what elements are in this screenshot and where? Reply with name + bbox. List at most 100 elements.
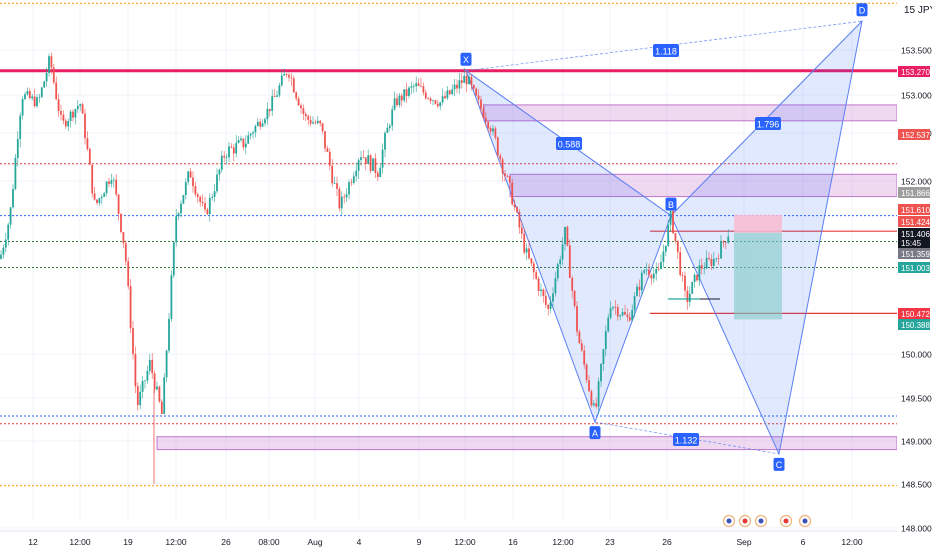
candle-body	[69, 111, 72, 122]
time-tick-label: 4	[357, 537, 362, 547]
candle-body	[220, 155, 223, 170]
candle-body	[192, 177, 194, 187]
candle-body	[436, 103, 439, 107]
candle-body	[139, 391, 142, 406]
candle-body	[96, 199, 98, 203]
candle-body	[160, 401, 163, 414]
price-tick-label: 148.000	[901, 523, 932, 533]
candle-body	[225, 157, 228, 158]
price-tick-label: 152.000	[901, 176, 932, 186]
price-tick-label: 149.500	[901, 393, 932, 403]
time-axis[interactable]: 12 12:00 19 12:00 26 08:00 Aug 4 9 12:00 16 12:00 23…	[0, 530, 897, 547]
pattern-point-d-badge	[856, 3, 868, 17]
price-badge	[898, 66, 930, 77]
flag-icon	[742, 518, 748, 524]
candle-body	[624, 312, 626, 315]
ratio-label: 0.588	[558, 139, 581, 149]
candle-body	[475, 88, 478, 96]
candle-body	[72, 111, 74, 118]
candle-body	[609, 308, 612, 318]
event-icons[interactable]	[722, 514, 812, 528]
candle-body	[638, 286, 641, 291]
price-badge	[898, 228, 930, 239]
candle-body	[357, 160, 360, 171]
candle-body	[98, 198, 101, 203]
time-tick-label: 9	[417, 537, 422, 547]
ratio-label: 1.118	[655, 46, 677, 56]
candle-body	[549, 301, 552, 309]
candle-body	[302, 108, 305, 114]
candle-body	[24, 94, 26, 100]
candle-body	[170, 275, 173, 319]
candle-body	[571, 277, 574, 291]
candle-body	[4, 239, 7, 248]
candle-body	[633, 295, 636, 310]
time-tick-label: 26	[662, 537, 672, 547]
candle-body	[669, 211, 672, 225]
candle-body	[360, 157, 362, 161]
candle-body	[696, 274, 698, 281]
candle-body	[60, 110, 62, 115]
candle-body	[362, 157, 365, 158]
candle-body	[151, 359, 154, 374]
price-axis[interactable]: 148.000 148.500 149.000 149.500 150.000 152.0…	[897, 0, 932, 550]
candle-body	[16, 138, 19, 158]
price-badge-label: 151.610	[901, 206, 930, 215]
price-badge	[898, 262, 930, 273]
flag-icon	[783, 518, 789, 524]
candle-body	[199, 196, 202, 202]
position-tool[interactable]	[668, 214, 782, 320]
candle-body	[129, 286, 132, 329]
candle-body	[448, 90, 451, 95]
candle-body	[374, 158, 377, 173]
candle-body	[432, 100, 434, 101]
candle-body	[252, 132, 254, 134]
price-badge-label: 152.537	[901, 131, 930, 140]
ratio-label: 1.796	[757, 119, 780, 129]
time-tick-label: 12	[28, 537, 38, 547]
price-badge-label: 151.406	[901, 230, 930, 239]
candle-body	[36, 97, 38, 107]
candle-body	[182, 195, 185, 204]
symbol-label: 15 JPY 0	[904, 5, 932, 16]
candle-body	[312, 122, 314, 124]
candle-body	[427, 98, 430, 99]
price-tick-label: 150.000	[901, 349, 932, 359]
pattern-point-a-badge	[589, 426, 601, 440]
candle-body	[228, 146, 230, 158]
pattern-point-a: A	[592, 428, 598, 438]
candle-body	[249, 133, 252, 136]
candle-body	[568, 245, 571, 278]
pattern-point-c: C	[776, 460, 783, 470]
candle-body	[412, 86, 415, 87]
candle-body	[619, 315, 622, 317]
candle-body	[566, 226, 569, 246]
candle-body	[124, 243, 127, 262]
candle-body	[48, 56, 50, 74]
candle-body	[564, 226, 566, 245]
candle-body	[81, 104, 84, 114]
candle-body	[288, 74, 290, 78]
pattern-labels: X A B C D 1.118 0.588 1.796 1.132	[460, 3, 868, 471]
candle-body	[266, 108, 269, 120]
candle-body	[204, 203, 206, 210]
candle-body	[271, 96, 274, 111]
candle-body	[235, 142, 238, 154]
candle-body	[600, 363, 602, 382]
candle-body	[554, 278, 557, 294]
candle-body	[31, 96, 34, 99]
candle-body	[672, 211, 674, 234]
candle-body	[218, 169, 221, 175]
candle-body	[153, 373, 156, 390]
candle-body	[148, 359, 151, 371]
candle-body	[223, 155, 226, 158]
pattern-ratio-line	[465, 20, 863, 72]
candle-body	[256, 121, 259, 127]
candle-body	[636, 286, 638, 296]
candle-body	[712, 258, 715, 266]
candle-body	[33, 96, 36, 107]
supply-demand-zone	[156, 436, 898, 451]
candle-body	[326, 148, 329, 152]
